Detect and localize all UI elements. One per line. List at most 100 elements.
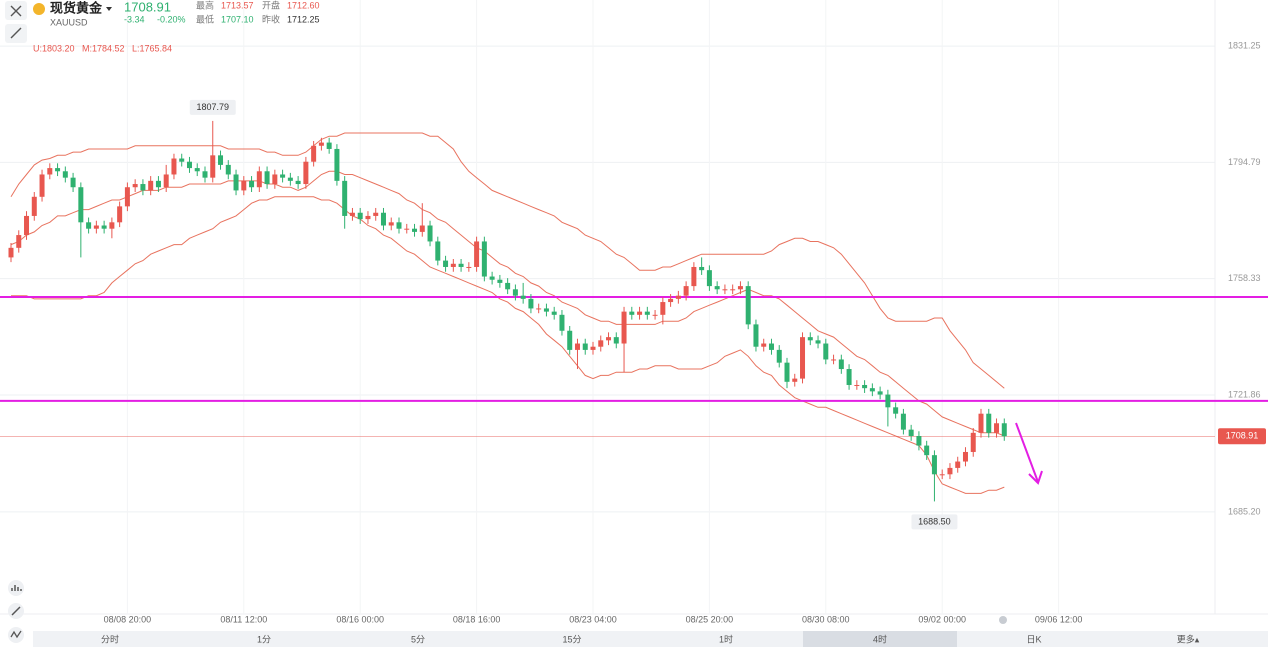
- arrow-annotation: [1015, 422, 1043, 485]
- candle-body: [939, 474, 945, 476]
- tab[interactable]: [803, 631, 957, 647]
- candle-body: [683, 286, 689, 296]
- candle-body: [443, 260, 449, 267]
- candle-body: [761, 343, 767, 347]
- indicator-value: M:1784.52: [82, 43, 125, 53]
- candle-body: [784, 362, 790, 382]
- tab-label[interactable]: 4时: [873, 633, 887, 644]
- candle-body: [652, 314, 658, 316]
- tab-label[interactable]: 更多▴: [1177, 633, 1200, 644]
- candle-body: [78, 187, 84, 223]
- candle-body: [218, 155, 224, 165]
- candle-body: [489, 276, 495, 280]
- candle-body: [815, 340, 821, 344]
- candle-body: [318, 142, 324, 146]
- candle-body: [699, 266, 705, 271]
- x-tick-label: 08/08 20:00: [104, 614, 152, 624]
- low-label: 1688.50: [918, 516, 951, 526]
- x-tick-label: 08/23 04:00: [569, 614, 617, 624]
- candle-body: [722, 289, 728, 291]
- stat-label: 昨收: [262, 13, 280, 24]
- candle-body: [194, 168, 200, 172]
- candle-body: [792, 378, 798, 382]
- stat-label: 最高: [196, 0, 214, 10]
- tab-label[interactable]: 15分: [562, 634, 581, 644]
- candle-body: [947, 467, 953, 475]
- arrow-shaft: [1015, 422, 1039, 483]
- tab-label[interactable]: 5分: [411, 634, 425, 644]
- candle-body: [326, 142, 332, 149]
- candle-body: [512, 289, 518, 296]
- candle-body: [637, 311, 643, 315]
- candle-body: [629, 311, 635, 315]
- toolbar: [5, 1, 27, 643]
- candle-body: [450, 263, 456, 267]
- dropdown-caret[interactable]: [106, 7, 112, 11]
- stat-label: 开盘: [262, 0, 280, 10]
- trend-icon: [10, 630, 22, 639]
- candle-body: [574, 343, 580, 350]
- candle-body: [47, 168, 53, 175]
- candle-body: [202, 171, 208, 178]
- candle-body: [994, 423, 1000, 433]
- timeframe-tabs: 分时 1分 5分 15分 1时 4时 日K 更多▴: [33, 631, 1268, 647]
- candle-body: [675, 295, 681, 299]
- candle-body: [590, 346, 596, 350]
- candle-body: [497, 279, 503, 283]
- tab-label[interactable]: 分时: [101, 633, 119, 644]
- draw-tool-icon: [10, 27, 22, 39]
- x-tick-label: 08/11 12:00: [220, 614, 267, 624]
- band-line: [11, 196, 1005, 494]
- candle-body: [233, 174, 239, 191]
- candle-body: [660, 302, 666, 315]
- tab-label[interactable]: 日K: [1026, 634, 1041, 644]
- stat-label: 最低: [196, 13, 214, 24]
- candle-body: [186, 161, 192, 169]
- candle-body: [846, 369, 852, 385]
- candle-body: [536, 308, 542, 310]
- candle-body: [349, 212, 355, 216]
- y-tick-label: 1831.25: [1228, 40, 1261, 50]
- high-label: 1807.79: [196, 102, 229, 112]
- candle-body: [342, 180, 348, 216]
- indicator-button[interactable]: [8, 580, 24, 596]
- tab-bar: [33, 631, 1268, 647]
- stat-value: 1707.10: [221, 14, 254, 24]
- band-line: [10, 132, 1005, 389]
- candle-body: [528, 298, 534, 309]
- candle-body: [132, 184, 138, 188]
- candle-body: [256, 171, 262, 188]
- candle-body: [668, 298, 674, 303]
- candle-body: [862, 384, 868, 389]
- x-tick-label: 08/16 00:00: [336, 614, 384, 624]
- candle-body: [280, 174, 286, 178]
- candle-body: [373, 212, 379, 216]
- pen-icon: [11, 606, 21, 616]
- tab-label[interactable]: 1分: [257, 634, 271, 644]
- candle-body: [388, 222, 394, 226]
- candle-body: [481, 241, 487, 277]
- x-tick-label: 09/06 12:00: [1035, 614, 1083, 624]
- scroll-handle[interactable]: [999, 616, 1007, 624]
- candle-body: [613, 337, 619, 344]
- candle-body: [24, 215, 30, 236]
- candle-body: [311, 145, 317, 162]
- price: 1708.91: [124, 0, 171, 14]
- candle-body: [838, 359, 844, 370]
- candle-body: [691, 266, 697, 287]
- instrument-name[interactable]: 现货黄金: [50, 0, 103, 15]
- x-tick-label: 09/02 00:00: [918, 614, 966, 624]
- candle-body: [978, 413, 984, 433]
- tab-label[interactable]: 1时: [719, 633, 733, 644]
- candle-body: [249, 180, 255, 188]
- candle-body: [55, 168, 61, 172]
- candle-body: [427, 225, 433, 242]
- candle-body: [854, 384, 860, 386]
- x-tick-label: 08/25 20:00: [686, 614, 734, 624]
- change-pct: -0.20%: [157, 14, 186, 24]
- candle-body: [931, 455, 937, 475]
- change: -3.34: [124, 14, 145, 24]
- candle-body: [380, 212, 386, 226]
